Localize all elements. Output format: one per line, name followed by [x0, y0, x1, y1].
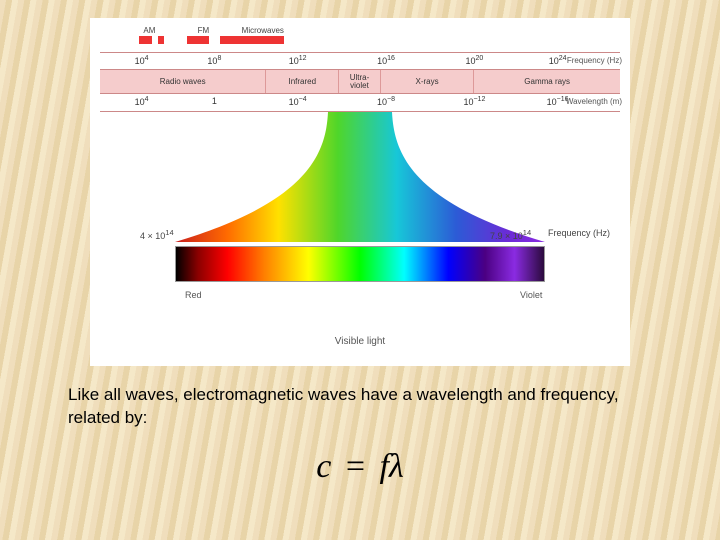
violet-label: Violet	[520, 290, 542, 300]
freq-tick: 1020	[465, 55, 483, 66]
visible-spectrum-bar	[175, 246, 545, 282]
am-label: AM	[143, 26, 155, 35]
microwaves-marker	[220, 36, 285, 44]
wavelength-axis-label: Wavelength (m)	[566, 97, 622, 106]
frequency-axis-label: Frequency (Hz)	[567, 56, 622, 65]
visible-light-caption: Visible light	[90, 336, 630, 347]
wave-tick: 104	[135, 96, 149, 107]
freq-tick: 104	[135, 55, 149, 66]
fm-marker	[187, 36, 209, 44]
visible-low-freq: 4 × 1014	[140, 228, 174, 241]
freq-tick: 108	[207, 55, 221, 66]
wave-tick: 1	[212, 96, 217, 106]
top-band-markers: AM FM Microwaves	[90, 30, 630, 44]
wave-tick: 10−8	[377, 96, 395, 107]
freq-tick: 1024	[549, 55, 567, 66]
wave-tick: 10−12	[463, 96, 485, 107]
am-marker-2	[158, 36, 164, 44]
frequency-axis: 104 108 1012 1016 1020 1024 Frequency (H…	[100, 52, 620, 70]
eq-c: c	[316, 448, 331, 485]
freq-tick: 1016	[377, 55, 395, 66]
wave-equation: c = fλ	[0, 448, 720, 486]
eq-lambda: λ	[389, 448, 404, 485]
band-radio: Radio waves	[100, 70, 266, 93]
rainbow-cone	[100, 112, 620, 242]
spectrum-bands: Radio waves Infrared Ultra-violet X-rays…	[100, 70, 620, 94]
wave-tick: 10−4	[289, 96, 307, 107]
fm-label: FM	[198, 26, 210, 35]
am-marker	[139, 36, 153, 44]
eq-f: f	[380, 448, 389, 485]
eq-equals: =	[340, 448, 371, 485]
body-caption: Like all waves, electromagnetic waves ha…	[68, 384, 628, 430]
band-infrared: Infrared	[266, 70, 339, 93]
cone-svg	[100, 112, 620, 242]
visible-high-freq: 7.9 × 1014	[490, 228, 531, 241]
freq-tick: 1012	[289, 55, 307, 66]
em-spectrum-diagram: AM FM Microwaves 104 108 1012 1016 1020 …	[90, 18, 630, 366]
microwaves-label: Microwaves	[242, 26, 284, 35]
band-gamma: Gamma rays	[474, 70, 620, 93]
visible-freq-unit: Frequency (Hz)	[548, 228, 610, 238]
band-xrays: X-rays	[381, 70, 475, 93]
wavelength-axis: 104 1 10−4 10−8 10−12 10−16 Wavelength (…	[100, 94, 620, 112]
red-label: Red	[185, 290, 202, 300]
band-uv: Ultra-violet	[339, 70, 381, 93]
